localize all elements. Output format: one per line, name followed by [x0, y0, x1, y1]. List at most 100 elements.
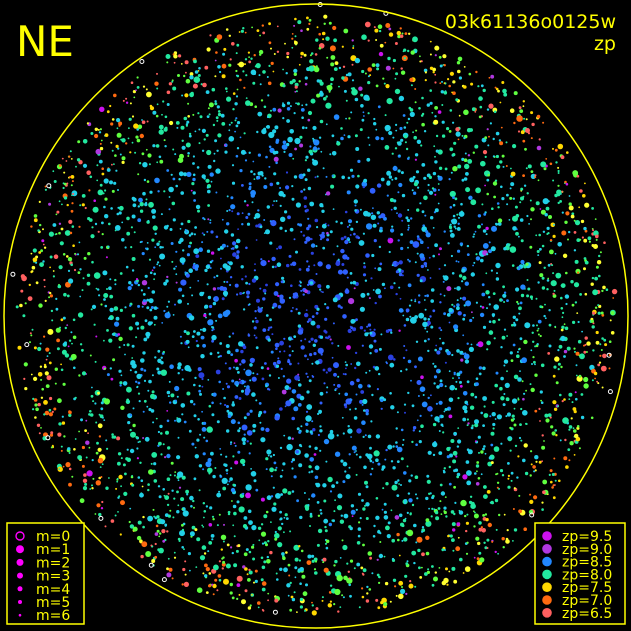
star-point: [96, 179, 99, 182]
star-point: [289, 105, 292, 108]
star-point: [262, 288, 267, 293]
star-point: [181, 528, 185, 532]
star-point: [598, 254, 601, 258]
star-point: [369, 446, 372, 450]
star-point: [347, 72, 352, 77]
star-point: [466, 541, 469, 544]
star-point: [471, 311, 473, 314]
star-point: [171, 260, 174, 263]
star-point: [458, 114, 461, 117]
star-point: [517, 130, 521, 133]
star-point: [58, 468, 61, 470]
star-point: [359, 208, 362, 211]
star-point: [180, 497, 185, 502]
star-point: [225, 468, 229, 472]
star-point: [101, 221, 104, 225]
star-point: [350, 504, 355, 508]
star-point: [42, 260, 45, 263]
star-point: [375, 128, 378, 131]
star-point: [357, 174, 360, 178]
star-point: [126, 216, 130, 221]
star-point: [202, 343, 207, 348]
star-point: [348, 453, 351, 456]
star-point: [309, 430, 313, 434]
star-point: [119, 308, 123, 312]
star-point: [42, 243, 45, 246]
star-point: [541, 244, 545, 248]
star-point: [440, 90, 444, 94]
star-point: [349, 526, 353, 531]
star-point: [157, 370, 162, 375]
star-point: [306, 320, 310, 323]
star-point: [321, 209, 325, 213]
star-point: [91, 260, 94, 264]
star-point: [383, 82, 386, 85]
star-point: [561, 400, 564, 403]
star-point: [220, 534, 227, 540]
star-point: [397, 538, 400, 542]
star-point: [405, 216, 409, 220]
star-point: [537, 319, 542, 324]
star-point: [595, 234, 599, 239]
star-point: [130, 81, 134, 84]
star-point: [462, 391, 468, 396]
star-point: [171, 489, 174, 492]
star-point: [371, 572, 374, 575]
star-point: [350, 227, 354, 231]
star-point: [273, 53, 276, 55]
star-point: [580, 415, 585, 420]
star-point: [146, 91, 152, 98]
star-point: [326, 231, 329, 235]
star-point: [151, 208, 157, 214]
star-point: [192, 263, 196, 267]
star-point: [375, 39, 378, 41]
star-point: [516, 351, 519, 353]
star-point: [374, 28, 379, 33]
star-point: [497, 89, 500, 93]
star-point: [400, 171, 404, 175]
star-point: [584, 260, 589, 265]
star-point: [310, 52, 314, 55]
star-point: [19, 303, 23, 308]
star-point: [370, 277, 373, 280]
star-point: [230, 546, 233, 549]
star-point: [427, 396, 430, 400]
star-point: [236, 212, 240, 216]
star-point: [403, 519, 406, 522]
star-point: [331, 356, 334, 359]
star-point: [347, 570, 350, 573]
star-point: [439, 500, 442, 503]
star-point: [407, 391, 410, 395]
star-point: [204, 305, 208, 309]
star-point: [375, 434, 381, 439]
star-point: [201, 149, 205, 152]
star-point: [99, 128, 102, 131]
star-point: [225, 87, 228, 90]
star-point: [246, 412, 250, 416]
star-point: [512, 417, 516, 421]
star-point: [430, 288, 435, 292]
star-point: [364, 21, 371, 28]
star-point: [125, 142, 128, 145]
star-point: [242, 463, 245, 467]
star-point: [351, 63, 354, 66]
star-point: [226, 210, 229, 212]
star-point: [185, 124, 188, 127]
star-point: [201, 524, 204, 527]
star-point: [401, 443, 404, 446]
star-point: [499, 141, 504, 146]
star-point: [544, 317, 547, 320]
star-point: [342, 544, 348, 551]
star-point: [346, 225, 349, 228]
star-point: [532, 356, 535, 359]
star-point: [537, 179, 540, 182]
star-point: [158, 495, 162, 499]
star-point: [261, 587, 266, 592]
star-point: [150, 462, 153, 465]
star-point: [513, 487, 516, 490]
star-point: [441, 134, 446, 138]
star-point: [552, 272, 555, 275]
star-point: [567, 448, 571, 451]
star-point: [527, 287, 531, 291]
star-point: [358, 86, 363, 91]
